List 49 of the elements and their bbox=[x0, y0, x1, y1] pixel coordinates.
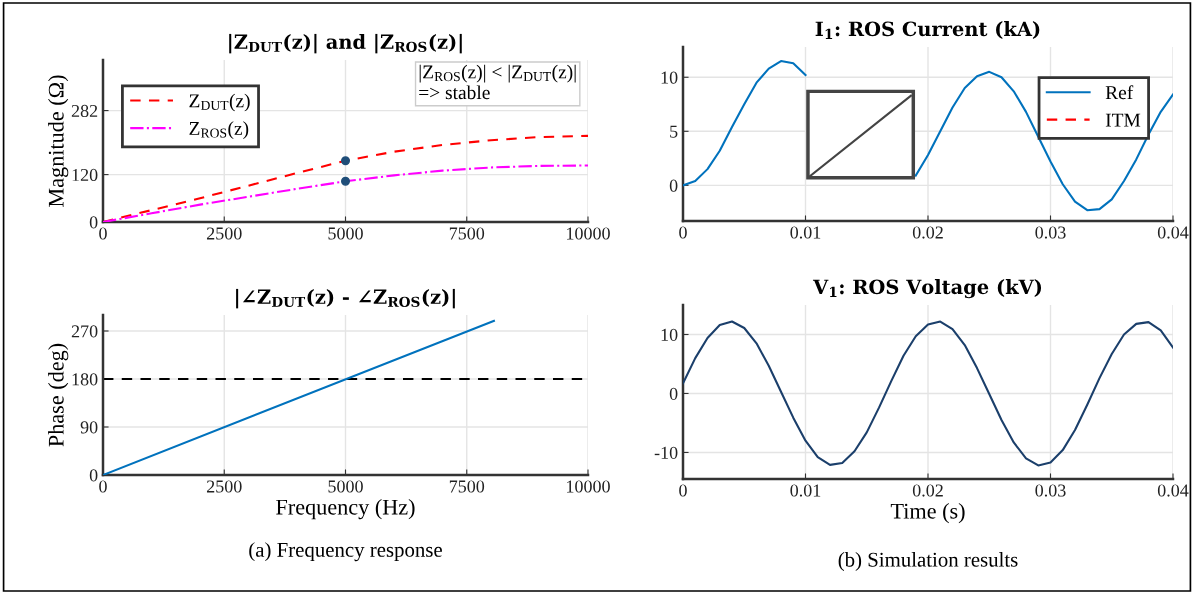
x-tick-label: 0.03 bbox=[1035, 484, 1066, 497]
y-tick-label: 270 bbox=[71, 325, 98, 338]
x-tick-label: 0.03 bbox=[1035, 226, 1066, 239]
legend-label: ITM bbox=[1105, 113, 1141, 127]
y-tick-label: -10 bbox=[654, 446, 678, 459]
y-tick-label: 0 bbox=[89, 216, 98, 229]
y-tick-label: 90 bbox=[80, 421, 98, 434]
legend-label: Ref bbox=[1105, 85, 1134, 100]
x-tick-label: 0 bbox=[679, 226, 687, 239]
x-tick-label: 5000 bbox=[328, 227, 363, 240]
chart-title: |∠Z$_{DUT}$(z) - ∠Z$_{ROS}$(z)| bbox=[236, 288, 455, 309]
x-tick-label: 0.04 bbox=[1157, 484, 1189, 497]
y-tick-label: 0 bbox=[669, 387, 678, 400]
text: |Z$_{ROS}$(z)| < |Z$_{DUT}$(z)| => stable bbox=[419, 64, 576, 100]
x-tick-label: 10000 bbox=[567, 227, 610, 240]
y-tick-label: 180 bbox=[72, 373, 98, 386]
x-tick-label: 0 bbox=[99, 480, 107, 493]
text: (a) Frequency response bbox=[249, 542, 442, 562]
chart-title: V$_{1}$: ROS Voltage (kV) bbox=[812, 279, 1042, 299]
x-axis-title: Frequency (Hz) bbox=[276, 499, 415, 520]
y-tick-label: 10 bbox=[661, 328, 678, 341]
x-tick-label: 10000 bbox=[567, 480, 610, 493]
y-tick-label: 282 bbox=[71, 104, 98, 118]
x-tick-label: 2500 bbox=[206, 227, 242, 240]
x-tick-label: 0 bbox=[679, 484, 687, 497]
x-tick-label: 5000 bbox=[328, 480, 363, 493]
x-tick-label: 0.02 bbox=[912, 226, 943, 239]
y-tick-label: 0 bbox=[89, 469, 98, 482]
x-tick-label: 0.01 bbox=[790, 226, 821, 239]
x-tick-label: 2500 bbox=[206, 480, 242, 493]
legend-label: Z$_{DUT}$(z) bbox=[189, 93, 250, 112]
y-axis-title: Magnitude (Ω) bbox=[48, 75, 69, 207]
x-tick-label: 7500 bbox=[449, 227, 485, 240]
y-tick-label: 10 bbox=[661, 71, 678, 84]
text: (b) Simulation results bbox=[838, 552, 1018, 571]
line-series bbox=[683, 320, 1173, 467]
x-tick-label: 0.01 bbox=[790, 484, 821, 497]
chart-title: I$_{1}$: ROS Current (kA) bbox=[815, 21, 1040, 39]
y-tick-label: 120 bbox=[72, 168, 98, 182]
x-tick-label: 0 bbox=[99, 227, 107, 240]
y-axis-title: Phase (deg) bbox=[48, 343, 69, 447]
chart-title: |Z$_{DUT}$(z)| and |Z$_{ROS}$(z)| bbox=[229, 33, 462, 54]
x-axis-title: Time (s) bbox=[890, 503, 965, 524]
y-tick-label: 0 bbox=[669, 179, 678, 192]
legend-label: Z$_{ROS}$(z) bbox=[189, 121, 249, 139]
x-tick-label: 0.04 bbox=[1157, 226, 1189, 239]
x-tick-label: 0.02 bbox=[912, 484, 943, 497]
x-tick-label: 7500 bbox=[449, 480, 485, 493]
y-tick-label: 5 bbox=[670, 125, 678, 138]
